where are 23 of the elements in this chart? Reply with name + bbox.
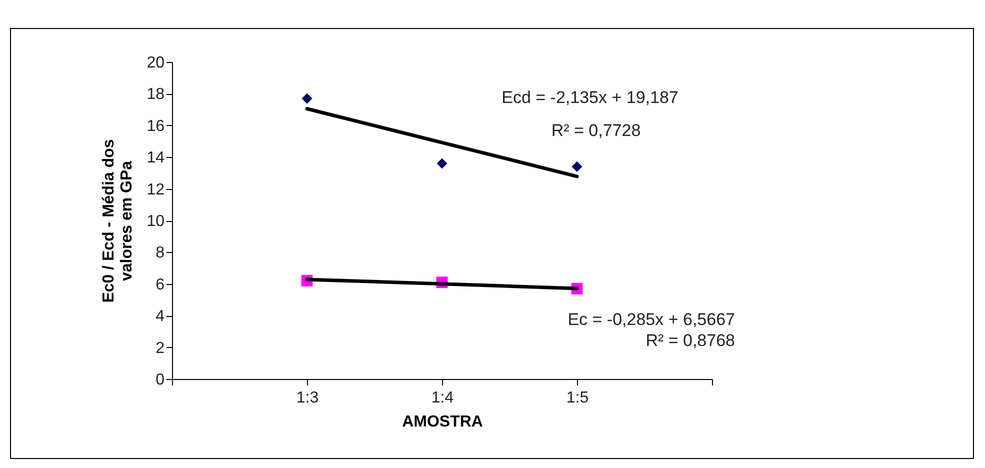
y-tick-label: 8 [156, 244, 165, 262]
y-tick-label: 0 [156, 372, 165, 388]
y-tick-label: 20 [146, 54, 165, 72]
y-tick-label: 2 [156, 340, 165, 357]
y-tick-label: 6 [156, 276, 165, 294]
y-tick-label: 4 [156, 308, 165, 326]
point [436, 158, 448, 169]
annotation: Ecd = -2,135x + 19,187 [502, 88, 678, 107]
y-tick-label: 12 [146, 181, 165, 198]
x-axis-title: AMOSTRA [402, 414, 484, 430]
y-tick-label: 16 [146, 118, 165, 135]
x-tick-label: 1:4 [431, 390, 454, 406]
y-tick-label: 14 [146, 150, 165, 167]
annotation: R² = 0,8768 [646, 331, 735, 350]
y-axis-title: Ec0 / Ecd - Média dos valores em GPa [100, 139, 136, 303]
point [572, 161, 582, 172]
x-tick-label: 1:3 [296, 390, 319, 406]
annotation: R² = 0,7728 [551, 121, 641, 140]
x-tick-label: 1:5 [566, 390, 589, 406]
y-tick-label: 18 [146, 86, 165, 104]
y-tick-label: 10 [146, 213, 165, 230]
point [302, 93, 312, 104]
annotation: Ec = -0,285x + 6,5667 [568, 310, 735, 329]
